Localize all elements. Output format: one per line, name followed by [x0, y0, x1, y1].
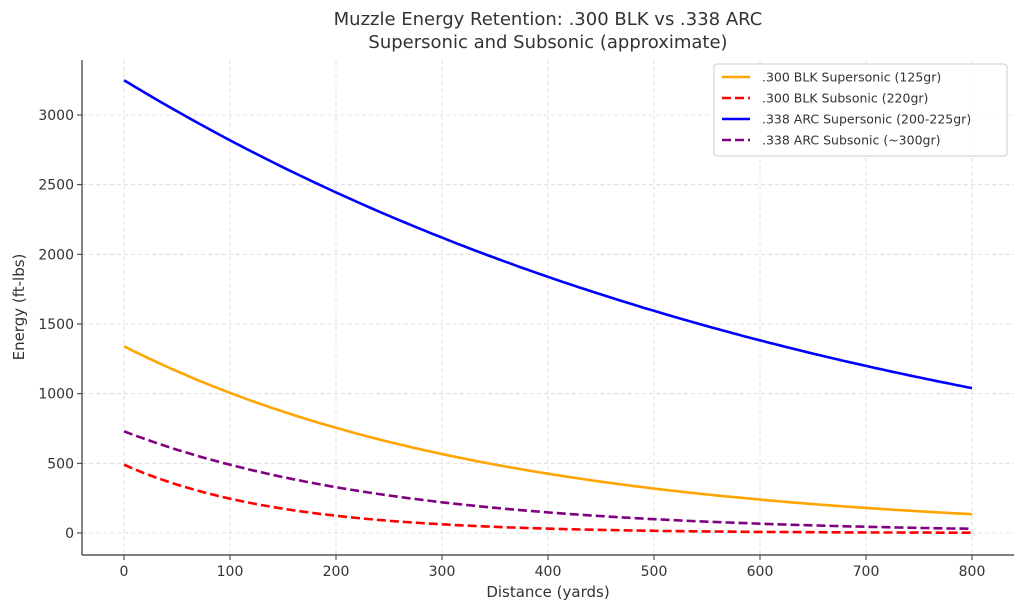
x-axis-label: Distance (yards) [486, 583, 609, 601]
x-tick-label: 300 [429, 564, 456, 580]
series-line-3 [123, 79, 973, 390]
series-line-2 [123, 463, 972, 534]
legend-label: .338 ARC Supersonic (200-225gr) [762, 112, 971, 127]
y-tick-label: 2500 [38, 178, 74, 194]
x-tick-label: 400 [535, 564, 562, 580]
series-lines [123, 79, 973, 534]
legend: .300 BLK Supersonic (125gr) .300 BLK Subs… [713, 63, 1008, 157]
grid [82, 60, 1014, 555]
x-tick-label: 500 [641, 564, 668, 580]
x-tick-label: 800 [959, 564, 986, 580]
y-tick-label: 2000 [38, 247, 74, 263]
y-tick-label: 1000 [38, 387, 74, 403]
x-tick-label: 0 [120, 564, 129, 580]
legend-label: .338 ARC Subsonic (~300gr) [762, 133, 940, 148]
y-axis-label: Energy (ft-lbs) [10, 254, 28, 361]
legend-label: .300 BLK Supersonic (125gr) [762, 70, 941, 85]
series-line-1 [123, 345, 973, 516]
x-tick-label: 600 [747, 564, 774, 580]
y-tick-label: 500 [47, 456, 74, 472]
series-line-4 [123, 430, 973, 531]
legend-label: .300 BLK Subsonic (220gr) [762, 91, 928, 106]
y-tick-label: 0 [65, 526, 74, 542]
chart-subtitle: Supersonic and Subsonic (approximate) [368, 32, 727, 53]
y-axis-ticks: 0 500 1000 1500 2000 2500 3000 [38, 108, 82, 542]
y-tick-label: 1500 [38, 317, 74, 333]
legend-box [713, 63, 1008, 157]
x-axis-ticks: 0 100 200 300 400 500 600 700 800 [120, 555, 986, 580]
x-tick-label: 700 [853, 564, 880, 580]
y-tick-label: 3000 [38, 108, 74, 124]
x-tick-label: 200 [323, 564, 350, 580]
chart-title: Muzzle Energy Retention: .300 BLK vs .33… [334, 9, 763, 30]
x-tick-label: 100 [217, 564, 244, 580]
